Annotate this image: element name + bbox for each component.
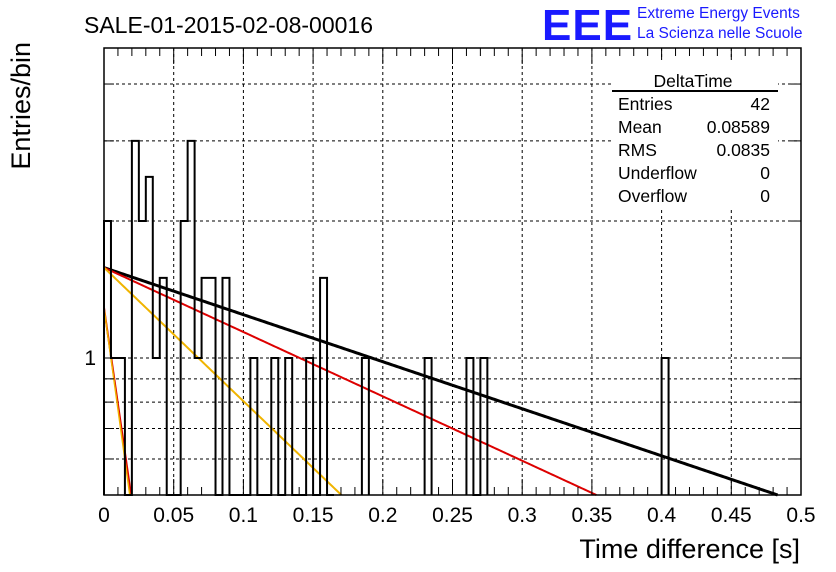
stats-box: DeltaTime Entries 42 Mean 0.08589 RMS 0.0835 U… [612, 60, 778, 210]
stats-row-value: 0.0835 [716, 140, 770, 160]
stats-rows: Entries 42 Mean 0.08589 RMS 0.0835 Underflow 0 O… [618, 94, 770, 206]
x-tick-label: 0.2 [368, 504, 397, 527]
chart-title: SALE-01-2015-02-08-00016 [84, 12, 373, 38]
x-tick-label: 0 [98, 504, 110, 527]
stats-row-label: Underflow [618, 163, 697, 183]
y-axis-title: Entries/bin [6, 42, 36, 170]
axis-ticks [103, 48, 802, 495]
x-tick-label: 0.4 [647, 504, 677, 527]
x-tick-label: 0.15 [293, 504, 334, 527]
y-tick-labels: 1 [84, 347, 96, 370]
x-tick-label: 0.35 [571, 504, 612, 527]
grid [104, 48, 801, 495]
stats-box-background [612, 60, 778, 210]
logo-line-1: Extreme Energy Events [637, 5, 800, 22]
fit-curves [103, 266, 779, 497]
logo-line-2: La Scienza nelle Scuole [637, 25, 802, 42]
logo-mark: EEE [542, 1, 633, 50]
stats-row-label: Overflow [618, 186, 687, 206]
x-axis-title: Time difference [s] [579, 534, 800, 564]
x-tick-label: 0.3 [508, 504, 537, 527]
stats-row-label: Mean [618, 117, 662, 137]
stats-box-title: DeltaTime [653, 71, 732, 91]
stats-row-value: 0 [760, 186, 770, 206]
histogram-series [103, 139, 670, 496]
x-tick-labels: 0 0.05 0.1 0.15 0.2 0.25 0.3 0.35 0.4 0.45 0.5 [98, 504, 815, 527]
x-tick-label: 0.45 [711, 504, 752, 527]
x-tick-label: 0.05 [153, 504, 194, 527]
stats-row-label: RMS [618, 140, 657, 160]
stats-row-value: 42 [751, 94, 770, 114]
stats-row-label: Entries [618, 94, 673, 114]
x-tick-label: 0.1 [229, 504, 258, 527]
x-tick-label: 0.25 [432, 504, 473, 527]
y-tick-label: 1 [84, 347, 96, 370]
fit-curve [103, 266, 597, 496]
stats-row-value: 0.08589 [707, 117, 770, 137]
fit-curve [103, 266, 779, 497]
eee-logo: EEE Extreme Energy Events La Scienza nel… [542, 1, 802, 50]
x-tick-label: 0.5 [786, 504, 815, 527]
stats-row-value: 0 [760, 163, 770, 183]
